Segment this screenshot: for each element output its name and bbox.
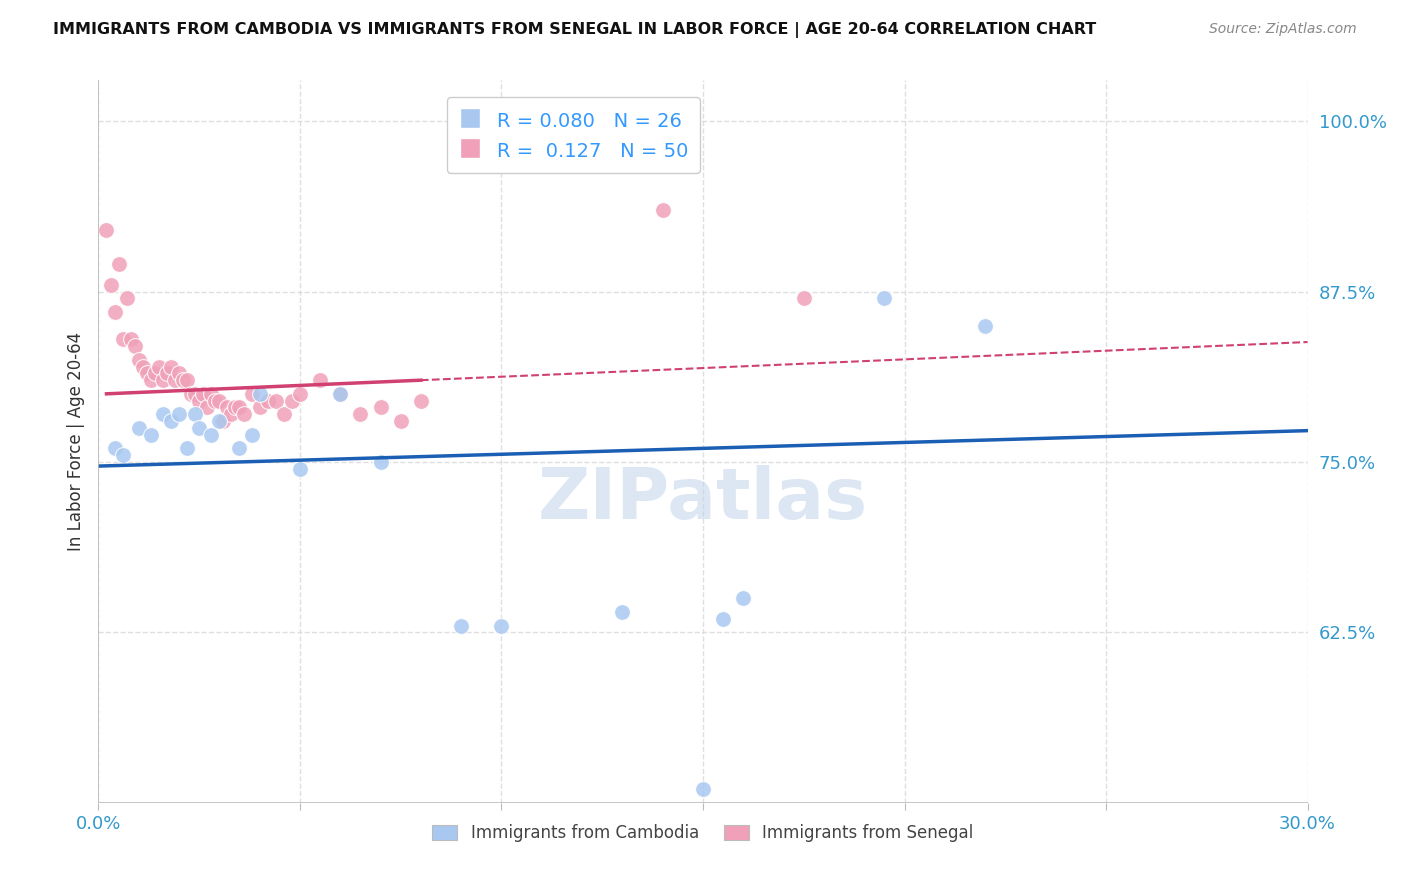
- Point: [193, 387, 215, 401]
- Point: [974, 318, 997, 333]
- Point: [232, 407, 254, 421]
- Point: [156, 367, 179, 381]
- Point: [212, 414, 235, 428]
- Point: [176, 373, 198, 387]
- Point: [288, 387, 311, 401]
- Point: [100, 277, 122, 292]
- Point: [256, 393, 278, 408]
- Point: [692, 782, 714, 797]
- Point: [249, 387, 271, 401]
- Point: [160, 359, 183, 374]
- Y-axis label: In Labor Force | Age 20-64: In Labor Force | Age 20-64: [66, 332, 84, 551]
- Point: [200, 427, 222, 442]
- Point: [111, 448, 134, 462]
- Point: [148, 359, 170, 374]
- Point: [281, 393, 304, 408]
- Point: [188, 393, 211, 408]
- Point: [163, 373, 186, 387]
- Point: [111, 332, 134, 346]
- Point: [107, 257, 129, 271]
- Point: [200, 387, 222, 401]
- Text: Source: ZipAtlas.com: Source: ZipAtlas.com: [1209, 22, 1357, 37]
- Point: [180, 387, 202, 401]
- Point: [135, 367, 157, 381]
- Point: [128, 352, 150, 367]
- Point: [240, 427, 263, 442]
- Point: [103, 442, 125, 456]
- Point: [103, 305, 125, 319]
- Point: [208, 414, 231, 428]
- Point: [184, 387, 207, 401]
- Point: [195, 401, 218, 415]
- Point: [188, 421, 211, 435]
- Point: [651, 202, 673, 217]
- Point: [409, 393, 432, 408]
- Point: [228, 442, 250, 456]
- Point: [139, 427, 162, 442]
- Point: [172, 373, 194, 387]
- Point: [184, 407, 207, 421]
- Point: [873, 292, 896, 306]
- Point: [612, 605, 634, 619]
- Point: [309, 373, 332, 387]
- Point: [152, 373, 174, 387]
- Point: [120, 332, 142, 346]
- Point: [167, 367, 190, 381]
- Legend: Immigrants from Cambodia, Immigrants from Senegal: Immigrants from Cambodia, Immigrants fro…: [426, 817, 980, 848]
- Point: [389, 414, 412, 428]
- Point: [240, 387, 263, 401]
- Point: [370, 455, 392, 469]
- Point: [491, 618, 513, 632]
- Point: [115, 292, 138, 306]
- Point: [349, 407, 371, 421]
- Text: ZIPatlas: ZIPatlas: [538, 465, 868, 533]
- Point: [370, 401, 392, 415]
- Point: [793, 292, 815, 306]
- Point: [128, 421, 150, 435]
- Point: [273, 407, 295, 421]
- Point: [217, 401, 239, 415]
- Point: [176, 442, 198, 456]
- Point: [132, 359, 155, 374]
- Point: [288, 462, 311, 476]
- Point: [152, 407, 174, 421]
- Point: [228, 401, 250, 415]
- Point: [139, 373, 162, 387]
- Point: [711, 612, 734, 626]
- Point: [733, 591, 755, 606]
- Point: [264, 393, 287, 408]
- Point: [160, 414, 183, 428]
- Point: [143, 367, 166, 381]
- Point: [329, 387, 352, 401]
- Point: [167, 407, 190, 421]
- Point: [224, 401, 246, 415]
- Point: [329, 387, 352, 401]
- Point: [249, 401, 271, 415]
- Point: [96, 223, 118, 237]
- Text: IMMIGRANTS FROM CAMBODIA VS IMMIGRANTS FROM SENEGAL IN LABOR FORCE | AGE 20-64 C: IMMIGRANTS FROM CAMBODIA VS IMMIGRANTS F…: [53, 22, 1097, 38]
- Point: [124, 339, 146, 353]
- Point: [208, 393, 231, 408]
- Point: [204, 393, 226, 408]
- Point: [221, 407, 243, 421]
- Point: [450, 618, 472, 632]
